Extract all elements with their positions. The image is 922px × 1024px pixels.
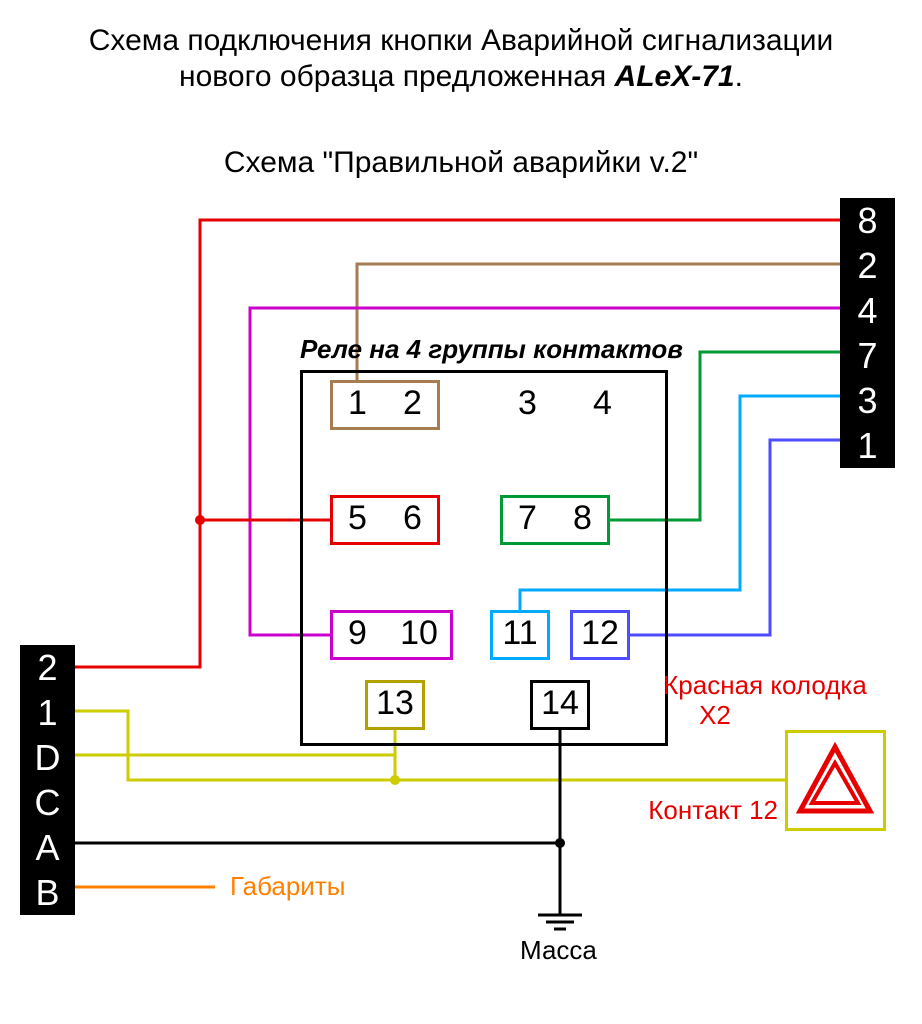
wire-node bbox=[390, 775, 400, 785]
title-author: ALeX-71 bbox=[615, 60, 735, 93]
title-line-1: Схема подключения кнопки Аварийной сигна… bbox=[0, 24, 922, 58]
relay-pin-10: 10 bbox=[385, 610, 453, 660]
wire-node bbox=[195, 515, 205, 525]
connector-right-pin-8: 8 bbox=[840, 198, 895, 243]
subtitle: Схема "Правильной аварийки v.2" bbox=[0, 146, 922, 180]
ground-label: Масса bbox=[520, 935, 597, 966]
connector-left-pin-1: 1 bbox=[20, 690, 75, 735]
relay-pin-12: 12 bbox=[570, 610, 630, 660]
relay-pin-8: 8 bbox=[555, 495, 610, 545]
relay-pin-6: 6 bbox=[385, 495, 440, 545]
connector-right: 824731 bbox=[840, 198, 895, 468]
park-lights-label: Габариты bbox=[230, 871, 345, 902]
ground-symbol-icon bbox=[530, 905, 590, 935]
connector-right-pin-2: 2 bbox=[840, 243, 895, 288]
connector-right-pin-7: 7 bbox=[840, 333, 895, 378]
connector-left-pin-D: D bbox=[20, 735, 75, 780]
connector-left-pin-B: B bbox=[20, 870, 75, 915]
relay-pin-4: 4 bbox=[575, 380, 630, 430]
connector-left: 21DCAB bbox=[20, 645, 75, 915]
connector-right-pin-3: 3 bbox=[840, 378, 895, 423]
relay-pin-14: 14 bbox=[530, 680, 590, 730]
diagram-canvas: Схема подключения кнопки Аварийной сигна… bbox=[0, 0, 922, 1024]
connector-right-pin-4: 4 bbox=[840, 288, 895, 333]
hazard-triangle-icon bbox=[788, 733, 883, 828]
relay-pin-2: 2 bbox=[385, 380, 440, 430]
connector-left-pin-A: A bbox=[20, 825, 75, 870]
hazard-label-bot: Контакт 12 bbox=[628, 795, 778, 826]
wire-node bbox=[555, 838, 565, 848]
relay-pin-13: 13 bbox=[365, 680, 425, 730]
relay-pin-9: 9 bbox=[330, 610, 385, 660]
title-line-2-prefix: нового образца предложенная bbox=[179, 60, 615, 93]
connector-right-pin-1: 1 bbox=[840, 423, 895, 468]
connector-left-pin-C: C bbox=[20, 780, 75, 825]
relay-pin-7: 7 bbox=[500, 495, 555, 545]
relay-pin-5: 5 bbox=[330, 495, 385, 545]
relay-pin-11: 11 bbox=[490, 610, 550, 660]
hazard-label-top: Красная колодка bbox=[650, 670, 880, 701]
title-line-2: нового образца предложенная ALeX-71. bbox=[0, 60, 922, 94]
hazard-label-mid: Х2 bbox=[650, 700, 780, 731]
title-line-2-suffix: . bbox=[735, 60, 743, 93]
relay-pin-3: 3 bbox=[500, 380, 555, 430]
connector-left-pin-2: 2 bbox=[20, 645, 75, 690]
relay-label: Реле на 4 группы контактов bbox=[300, 334, 683, 365]
relay-pin-1: 1 bbox=[330, 380, 385, 430]
hazard-button-box bbox=[785, 730, 886, 831]
